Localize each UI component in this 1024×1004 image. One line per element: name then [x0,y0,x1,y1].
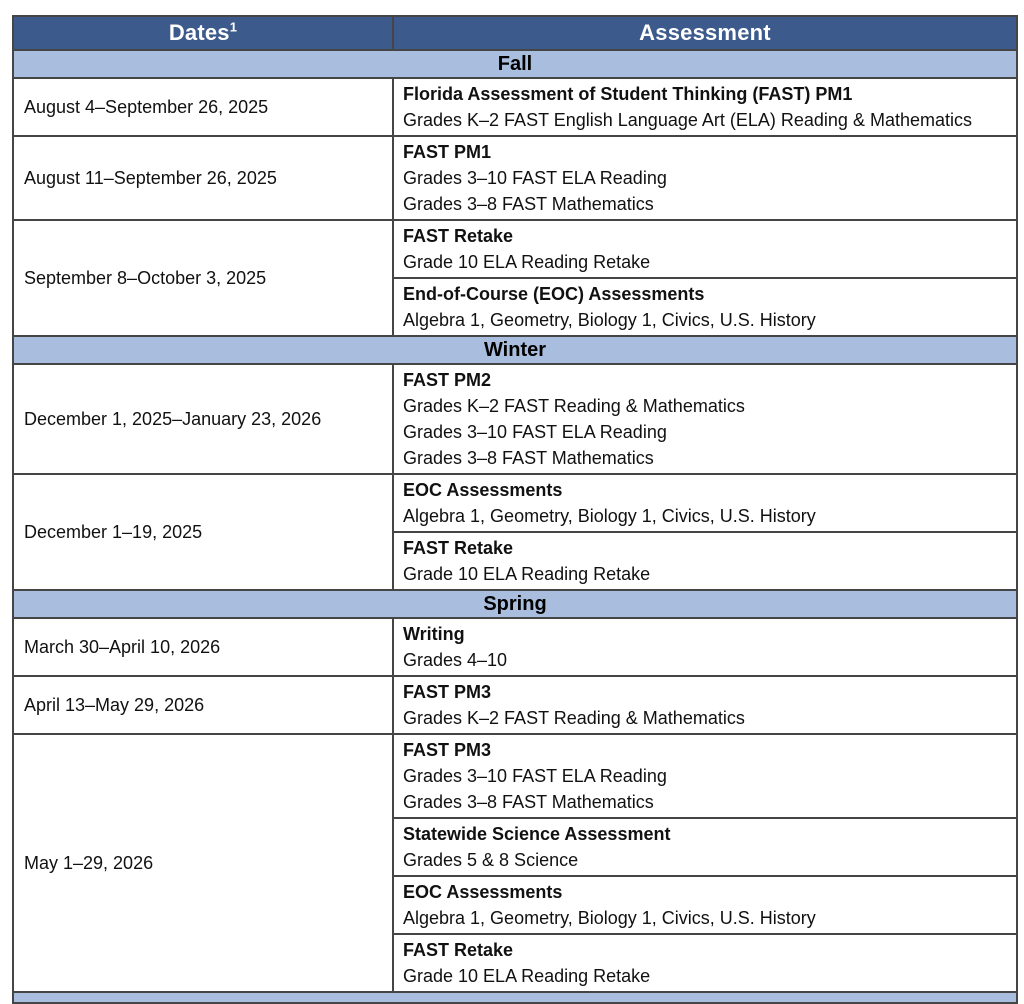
assessment-title: FAST Retake [403,226,514,246]
assessment-detail: Grade 10 ELA Reading Retake [403,966,651,986]
assessment-cell: FAST Retake Grade 10 ELA Reading Retake [392,933,1018,993]
assessment-detail: Grades 3–10 FAST ELA Reading [403,422,667,442]
assessment-title: FAST PM2 [403,370,492,390]
assessment-detail: Algebra 1, Geometry, Biology 1, Civics, … [403,908,816,928]
assessment-detail: Grades 3–10 FAST ELA Reading [403,168,667,188]
assessment-cell: Statewide Science Assessment Grades 5 & … [392,817,1018,877]
section-header-fall: Fall [12,49,1018,79]
assessment-title: End-of-Course (EOC) Assessments [403,284,705,304]
section-header-winter: Winter [12,335,1018,365]
assessment-detail: Grades 4–10 [403,650,508,670]
assessment-detail: Grade 10 ELA Reading Retake [403,564,651,584]
assessment-cell: End-of-Course (EOC) Assessments Algebra … [392,277,1018,337]
date-range-cell: August 4–September 26, 2025 [12,77,394,137]
assessment-schedule: Dates1 Assessment Fall August 4–Septembe… [12,15,1018,1004]
table-row: May 1–29, 2026 FAST PM3 Grades 3–10 FAST… [12,733,1018,993]
date-range-cell: May 1–29, 2026 [12,733,394,993]
date-range-cell: August 11–September 26, 2025 [12,135,394,221]
section-title: Fall [12,49,1018,79]
assessment-cell: FAST Retake Grade 10 ELA Reading Retake [392,531,1018,591]
assessment-cell: FAST PM2 Grades K–2 FAST Reading & Mathe… [392,363,1018,475]
section-title: Spring [12,589,1018,619]
date-range-cell: December 1, 2025–January 23, 2026 [12,363,394,475]
assessment-title: FAST PM3 [403,682,492,702]
table-row: August 4–September 26, 2025 Florida Asse… [12,77,1018,137]
assessment-detail: Algebra 1, Geometry, Biology 1, Civics, … [403,506,816,526]
assessment-cell: FAST PM3 Grades 3–10 FAST ELA Reading Gr… [392,733,1018,819]
assessment-detail: Grades 3–8 FAST Mathematics [403,194,654,214]
table-row: Statewide Science Assessment Grades 5 & … [13,817,1018,877]
assessment-detail: Grades K–2 FAST Reading & Mathematics [403,708,745,728]
assessment-cell: Florida Assessment of Student Thinking (… [392,77,1018,137]
assessment-detail: Grades K–2 FAST Reading & Mathematics [403,396,745,416]
dates-header-label: Dates [168,20,230,45]
dates-footnote-marker: 1 [229,19,238,35]
assessment-detail: Grades 3–8 FAST Mathematics [403,448,654,468]
assessment-cell: EOC Assessments Algebra 1, Geometry, Bio… [392,875,1018,935]
assessment-cell: EOC Assessments Algebra 1, Geometry, Bio… [392,473,1018,533]
assessment-cell: FAST PM3 Grades K–2 FAST Reading & Mathe… [392,675,1018,735]
assessment-title: FAST PM3 [403,740,492,760]
date-range-cell: December 1–19, 2025 [12,473,394,591]
assessment-detail: Grade 10 ELA Reading Retake [403,252,651,272]
partial-section-bar [12,991,1018,1004]
assessment-detail: Grades 3–10 FAST ELA Reading [403,766,667,786]
assessment-title: Writing [403,624,465,644]
assessment-detail: Grades K–2 FAST English Language Art (EL… [403,110,972,130]
assessment-title: FAST Retake [403,538,514,558]
assessment-cell: Writing Grades 4–10 [392,617,1018,677]
dates-column-header: Dates1 [12,15,394,51]
assessment-detail: Grades 3–8 FAST Mathematics [403,792,654,812]
assessment-schedule-table: Dates1 Assessment Fall August 4–Septembe… [12,15,1018,1004]
assessment-title: Statewide Science Assessment [403,824,671,844]
date-range-cell: April 13–May 29, 2026 [12,675,394,735]
table-row: August 11–September 26, 2025 FAST PM1 Gr… [12,135,1018,221]
assessment-detail: Algebra 1, Geometry, Biology 1, Civics, … [403,310,816,330]
table-row: September 8–October 3, 2025 FAST Retake … [12,219,1018,337]
date-range-cell: March 30–April 10, 2026 [12,617,394,677]
assessment-title: FAST PM1 [403,142,492,162]
section-header-spring: Spring [12,589,1018,619]
assessment-title: FAST Retake [403,940,514,960]
assessment-column-header: Assessment [392,15,1018,51]
assessment-cell: FAST Retake Grade 10 ELA Reading Retake [392,219,1018,279]
date-range-cell: September 8–October 3, 2025 [12,219,394,337]
table-row: March 30–April 10, 2026 Writing Grades 4… [12,617,1018,677]
table-header-row: Dates1 Assessment [12,15,1018,51]
section-title: Winter [12,335,1018,365]
table-row: FAST Retake Grade 10 ELA Reading Retake [13,531,1018,591]
assessment-detail: Grades 5 & 8 Science [403,850,579,870]
table-row: End-of-Course (EOC) Assessments Algebra … [13,277,1018,337]
table-row: December 1, 2025–January 23, 2026 FAST P… [12,363,1018,475]
assessment-title: Florida Assessment of Student Thinking (… [403,84,853,104]
assessment-title: EOC Assessments [403,882,563,902]
assessment-cell: FAST PM1 Grades 3–10 FAST ELA Reading Gr… [392,135,1018,221]
assessment-title: EOC Assessments [403,480,563,500]
table-row: EOC Assessments Algebra 1, Geometry, Bio… [13,875,1018,935]
table-row: December 1–19, 2025 EOC Assessments Alge… [12,473,1018,591]
partial-section-cell [12,991,1018,1004]
table-row: April 13–May 29, 2026 FAST PM3 Grades K–… [12,675,1018,735]
